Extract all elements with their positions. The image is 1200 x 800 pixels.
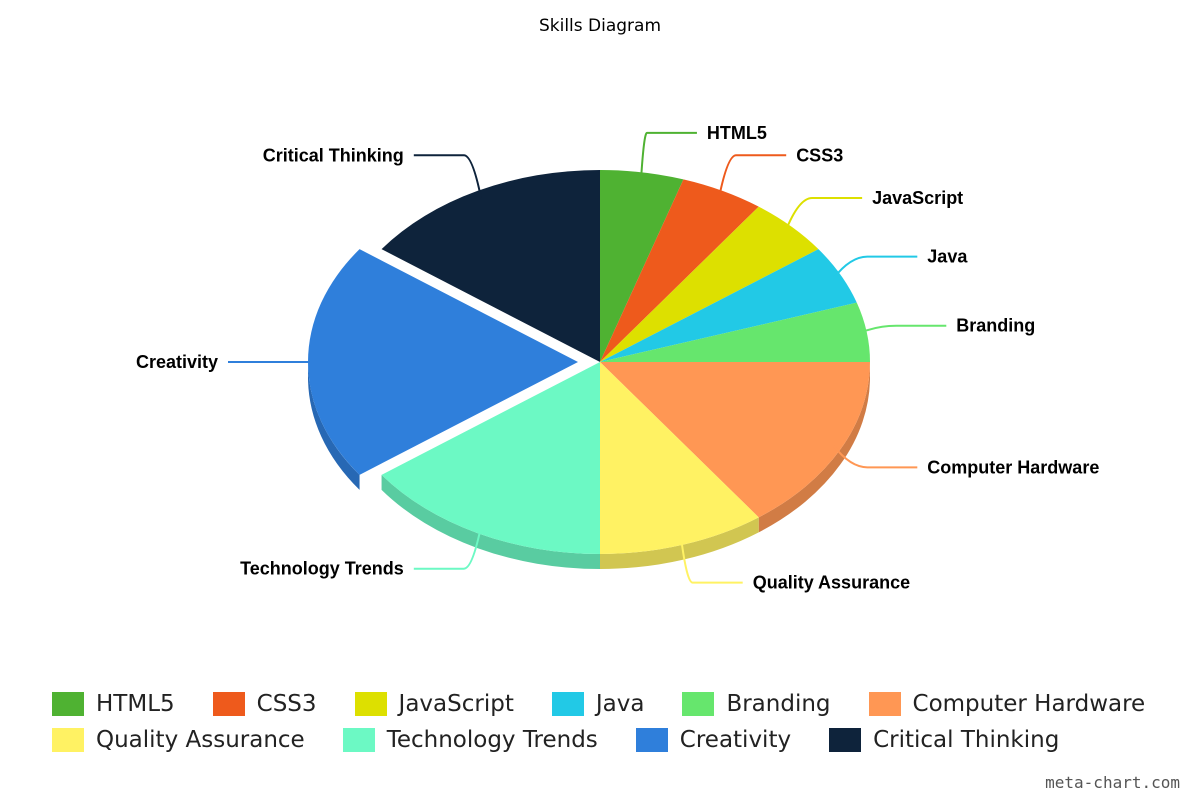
legend-swatch <box>829 728 862 752</box>
legend: HTML5 CSS3 JavaScript Java Branding Computer … <box>52 686 1172 758</box>
legend-label: Quality Assurance <box>96 727 305 753</box>
pie-slice-computer-hardware <box>600 362 870 518</box>
legend-item-javascript[interactable]: JavaScript <box>354 691 514 717</box>
legend-label: Java <box>595 691 645 717</box>
data-label-branding: Branding <box>956 316 1035 336</box>
legend-label: CSS3 <box>256 691 317 717</box>
pie-side-creativity <box>308 362 360 490</box>
leader-line-java <box>832 255 918 280</box>
leader-line-branding <box>858 324 947 335</box>
leader-line-computer-hardware <box>832 444 918 469</box>
data-label-computer-hardware: Computer Hardware <box>927 457 1099 477</box>
legend-swatch <box>635 728 668 752</box>
legend-row: Quality Assurance Technology Trends Creati… <box>52 722 1172 758</box>
data-label-css3: CSS3 <box>796 145 843 165</box>
leader-line-css3 <box>717 154 787 199</box>
legend-item-branding[interactable]: Branding <box>682 691 831 717</box>
pie-side-quality-assurance <box>600 517 759 569</box>
pie-slice-creativity <box>307 249 578 475</box>
data-label-critical-thinking: Critical Thinking <box>263 145 404 165</box>
legend-swatch <box>52 692 84 716</box>
pie-side-layer <box>308 362 870 569</box>
legend-swatch <box>52 728 84 752</box>
data-label-html5: HTML5 <box>707 123 767 143</box>
legend-label: HTML5 <box>96 691 175 717</box>
data-label-quality-assurance: Quality Assurance <box>753 573 910 593</box>
legend-item-css3[interactable]: CSS3 <box>212 691 317 717</box>
legend-item-java[interactable]: Java <box>551 691 645 717</box>
pie-svg: HTML5 CSS3 JavaScript Java Branding Computer … <box>136 123 1099 593</box>
pie-side-computer-hardware <box>758 362 870 533</box>
legend-swatch <box>342 728 375 752</box>
legend-swatch <box>682 692 715 716</box>
legend-label: JavaScript <box>398 691 514 717</box>
pie-top-layer <box>307 170 870 554</box>
data-label-javascript: JavaScript <box>872 188 963 208</box>
pie-slice-quality-assurance <box>600 362 759 554</box>
legend-item-critical-thinking[interactable]: Critical Thinking <box>829 727 1059 753</box>
pie-slice-technology-trends <box>381 362 600 554</box>
legend-swatch <box>551 692 584 716</box>
legend-label: Technology Trends <box>386 727 598 753</box>
leader-line-technology-trends <box>413 525 483 570</box>
legend-item-quality-assurance[interactable]: Quality Assurance <box>52 727 305 753</box>
leader-line-quality-assurance <box>679 536 743 584</box>
legend-label: Branding <box>726 691 831 717</box>
legend-label: Critical Thinking <box>873 727 1060 753</box>
pie-slice-branding <box>600 302 870 362</box>
legend-item-html5[interactable]: HTML5 <box>52 691 175 717</box>
leader-line-critical-thinking <box>413 154 483 199</box>
chart-title: Skills Diagram <box>538 16 662 36</box>
leader-line-html5 <box>639 131 697 181</box>
pie-slice-css3 <box>600 179 759 362</box>
legend-swatch <box>354 692 387 716</box>
watermark: meta-chart.com <box>1045 773 1180 792</box>
pie-side-technology-trends <box>381 474 600 569</box>
data-label-technology-trends: Technology Trends <box>240 559 404 579</box>
legend-item-technology-trends[interactable]: Technology Trends <box>342 727 598 753</box>
leader-layer: HTML5 CSS3 JavaScript Java Branding Computer … <box>136 123 1099 593</box>
pie-slice-critical-thinking <box>381 170 600 362</box>
pie-slice-javascript <box>600 206 819 362</box>
leader-line-javascript <box>784 196 863 233</box>
pie-slice-java <box>600 249 857 362</box>
legend-label: Computer Hardware <box>912 691 1146 717</box>
legend-item-computer-hardware[interactable]: Computer Hardware <box>868 691 1146 717</box>
legend-item-creativity[interactable]: Creativity <box>635 727 792 753</box>
legend-label: Creativity <box>679 727 792 753</box>
legend-swatch <box>212 692 245 716</box>
legend-row: HTML5 CSS3 JavaScript Java Branding Computer … <box>52 686 1172 722</box>
legend-swatch <box>868 692 901 716</box>
data-label-java: Java <box>927 247 968 267</box>
pie-slice-html5 <box>600 170 684 362</box>
data-label-creativity: Creativity <box>136 352 218 372</box>
